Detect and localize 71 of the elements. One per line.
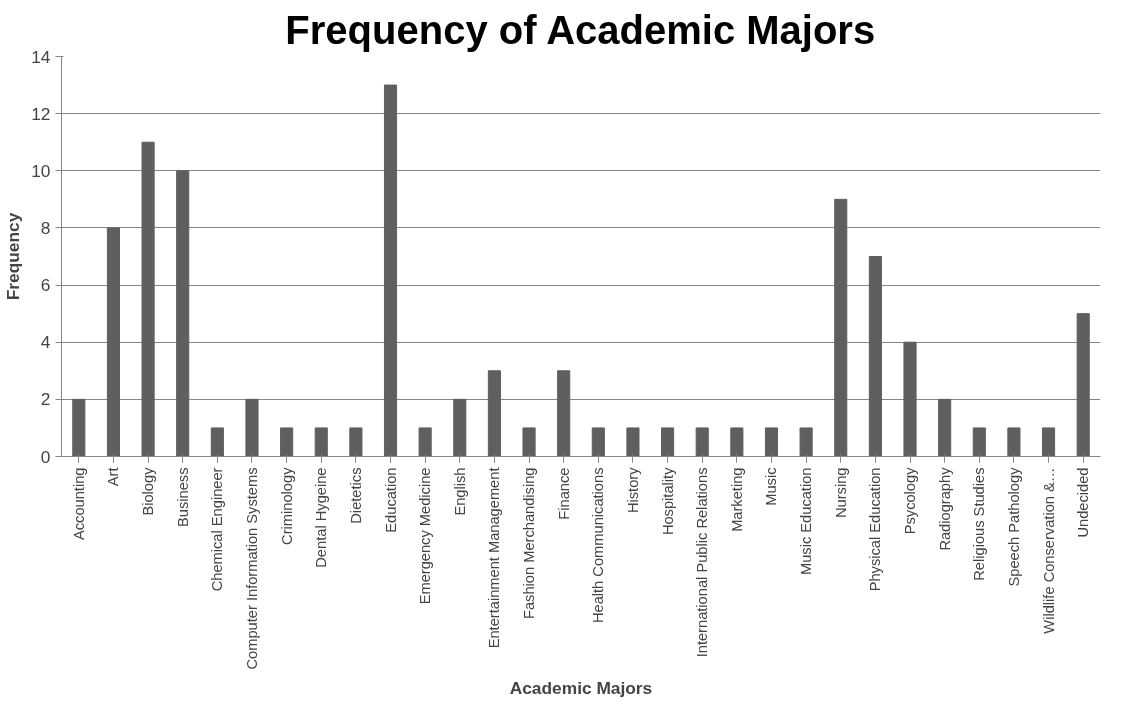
- x-tick-label: Music Education: [798, 467, 815, 576]
- x-tick-label: Nursing: [832, 467, 849, 518]
- x-tick-label: International Public Relations: [694, 467, 711, 658]
- bar: [383, 84, 398, 457]
- bar: [1076, 313, 1090, 457]
- bar: [799, 427, 813, 457]
- x-tick-label: Accounting: [70, 467, 87, 541]
- bar: [106, 227, 121, 457]
- bar: [938, 398, 952, 457]
- x-tick-label: Speech Pathology: [1005, 466, 1022, 587]
- x-tick-label: Business: [174, 467, 191, 527]
- y-tick-label: 14: [31, 46, 51, 67]
- bar: [141, 141, 155, 457]
- bar: [626, 427, 640, 457]
- x-tick-label: Criminology: [278, 466, 295, 545]
- bar: [176, 170, 190, 457]
- bar: [591, 427, 605, 457]
- x-axis-title: Academic Majors: [509, 677, 653, 698]
- y-tick-label: 6: [40, 275, 51, 296]
- bar: [487, 370, 501, 457]
- x-tick-label: Art: [105, 467, 122, 487]
- bar: [661, 427, 675, 457]
- bar: [72, 398, 86, 457]
- x-tick-label: History: [624, 466, 641, 514]
- y-tick-label: 4: [40, 332, 51, 353]
- x-tick-label: Wildlife Conservation &…: [1040, 467, 1057, 634]
- x-tick-label: Music: [763, 467, 780, 506]
- y-tick-label: 10: [31, 160, 51, 181]
- bar: [280, 427, 294, 457]
- bar: [210, 427, 224, 457]
- y-tick-label: 0: [40, 446, 51, 467]
- bar: [868, 256, 882, 457]
- x-tick-label: English: [451, 467, 468, 516]
- x-tick-label: Entertainment Management: [486, 467, 503, 649]
- x-tick-label: Undecided: [1075, 467, 1092, 538]
- x-tick-label: Physical Education: [867, 467, 884, 592]
- x-tick-label: Dietetics: [347, 467, 364, 524]
- x-tick-label: Finance: [555, 467, 572, 520]
- y-tick-label: 8: [40, 217, 51, 238]
- bar: [453, 398, 467, 457]
- bar: [522, 427, 536, 457]
- bar: [1007, 427, 1021, 457]
- x-tick-label: Chemical Engineer: [209, 467, 226, 592]
- chart-title: Frequency of Academic Majors: [285, 7, 876, 52]
- y-tick-label: 2: [40, 389, 51, 410]
- bar: [557, 370, 571, 457]
- x-tick-label: Marketing: [728, 467, 745, 532]
- bar: [695, 427, 709, 457]
- bar: [834, 198, 848, 457]
- x-tick-label: Religious Studies: [971, 467, 988, 581]
- x-tick-label: Computer Information Systems: [243, 467, 260, 670]
- bar: [903, 341, 917, 457]
- y-tick-label: 12: [31, 103, 51, 124]
- bar: [972, 427, 986, 457]
- x-tick-label: Health Communications: [590, 467, 607, 624]
- bar: [349, 427, 363, 457]
- y-axis-title: Frequency: [3, 212, 24, 301]
- x-tick-label: Dental Hygeine: [313, 467, 330, 568]
- bar: [245, 398, 259, 457]
- x-tick-label: Emergency Medicine: [417, 467, 434, 605]
- bar: [764, 427, 779, 457]
- x-tick-label: Fashion Merchandising: [521, 467, 538, 620]
- x-tick-label: Biology: [140, 466, 157, 516]
- bar: [314, 427, 328, 457]
- x-tick-label: Radiography: [936, 466, 953, 551]
- x-tick-label: Education: [382, 467, 399, 533]
- bar: [730, 427, 744, 457]
- bar: [1041, 427, 1056, 457]
- x-tick-label: Hospitality: [659, 466, 676, 536]
- x-tick-label: Psycology: [902, 466, 919, 535]
- bar: [418, 427, 432, 457]
